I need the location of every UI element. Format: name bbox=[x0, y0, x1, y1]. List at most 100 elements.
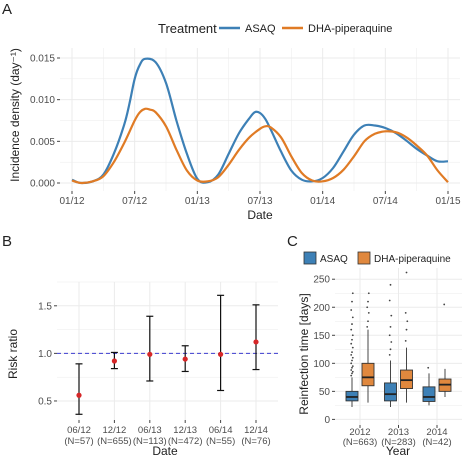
x-tick-label-a: 01/15 bbox=[435, 196, 460, 207]
outlier-point bbox=[350, 342, 353, 345]
risk-ratio-point bbox=[111, 358, 117, 364]
x-tick-label-b-n: (N=655) bbox=[97, 436, 132, 447]
outlier-point bbox=[388, 299, 391, 302]
legend-a-asaq-label: ASAQ bbox=[245, 23, 276, 35]
legend-c-asaq-swatch bbox=[303, 251, 317, 265]
panel-label-a: A bbox=[2, 1, 12, 18]
y-tick-label-a: 0.005 bbox=[30, 137, 55, 148]
y-tick-label-a: 0.000 bbox=[30, 179, 55, 190]
outlier-point bbox=[350, 374, 353, 377]
outlier-point bbox=[366, 325, 369, 328]
y-tick-label-a: 0.015 bbox=[30, 54, 55, 65]
outlier-point bbox=[351, 372, 353, 375]
outlier-point bbox=[351, 338, 353, 341]
x-tick-label-b: 12/12 bbox=[103, 425, 127, 436]
legend-c-dha-label: DHA-piperaquine bbox=[374, 254, 451, 265]
legend-c-dha-swatch bbox=[357, 251, 371, 265]
outlier-point bbox=[390, 341, 393, 343]
panel-a-incidence-chart: Treatment ASAQ DHA-piperaquine 0.000 0.00… bbox=[8, 21, 461, 222]
outlier-point bbox=[388, 354, 391, 356]
outlier-point bbox=[350, 354, 353, 356]
y-tick-label-c: 200 bbox=[313, 303, 330, 314]
outlier-point bbox=[367, 292, 370, 295]
y-tick-label-c: 50 bbox=[319, 387, 331, 398]
x-tick-label-a: 07/12 bbox=[122, 196, 147, 207]
outlier-point bbox=[405, 328, 408, 331]
outlier-point bbox=[390, 314, 393, 317]
outlier-point bbox=[350, 369, 353, 371]
risk-ratio-point bbox=[253, 339, 259, 345]
x-tick-label-a: 07/14 bbox=[373, 196, 398, 207]
outlier-point bbox=[351, 366, 353, 369]
outlier-point bbox=[405, 271, 408, 274]
chart-a-ylabel: Incidence density (day⁻¹) bbox=[8, 48, 22, 182]
series-line-dha-piperaquine bbox=[71, 107, 449, 185]
y-tick-label-c: 100 bbox=[313, 359, 330, 370]
x-tick-label-b: 12/14 bbox=[244, 425, 268, 436]
outlier-point bbox=[406, 320, 409, 323]
risk-ratio-point bbox=[182, 356, 188, 362]
y-tick-label-c: 250 bbox=[313, 275, 330, 286]
outlier-point bbox=[388, 334, 391, 337]
x-tick-label-a: 07/13 bbox=[247, 196, 272, 207]
outlier-point bbox=[367, 311, 370, 314]
box bbox=[422, 386, 436, 402]
chart-c-xlabel: Year bbox=[386, 444, 410, 458]
y-tick-label-a: 0.010 bbox=[30, 95, 55, 106]
outlier-point bbox=[389, 348, 392, 351]
x-tick-label-c-n: (N=663) bbox=[343, 437, 378, 448]
outlier-point bbox=[351, 334, 354, 337]
outlier-point bbox=[404, 311, 407, 314]
x-tick-label-b: 06/12 bbox=[67, 425, 91, 436]
risk-ratio-point bbox=[76, 392, 82, 398]
outlier-point bbox=[404, 339, 407, 342]
chart-b-ylabel: Risk ratio bbox=[6, 329, 20, 379]
outlier-point bbox=[350, 328, 353, 331]
x-tick-label-c-n: (N=42) bbox=[422, 437, 451, 448]
outlier-point bbox=[351, 365, 354, 368]
outlier-point bbox=[351, 356, 354, 359]
outlier-point bbox=[351, 323, 353, 325]
box bbox=[361, 362, 375, 387]
plot-b-background bbox=[57, 282, 278, 420]
x-tick-label-b: 06/13 bbox=[138, 425, 162, 436]
outlier-point bbox=[351, 292, 354, 295]
panel-c-reinfection-boxplot: ASAQ DHA-piperaquine 0 50 100 150 200 250 2012… bbox=[297, 251, 462, 458]
x-tick-label-b-n: (N=55) bbox=[206, 436, 235, 447]
outlier-point bbox=[351, 316, 354, 319]
x-tick-label-c: 2013 bbox=[388, 427, 409, 438]
panel-b-risk-ratio-chart: 0.51.01.506/12(N=57)12/12(N=655)06/13(N=… bbox=[6, 281, 278, 458]
x-tick-label-c-n: (N=283) bbox=[381, 437, 416, 448]
x-tick-label-c: 2014 bbox=[426, 427, 447, 438]
outlier-point bbox=[351, 300, 353, 303]
x-tick-label-b-n: (N=76) bbox=[241, 436, 270, 447]
y-tick-label-b: 1.0 bbox=[38, 349, 52, 360]
x-tick-label-c: 2012 bbox=[349, 427, 370, 438]
x-tick-label-b-n: (N=472) bbox=[168, 436, 203, 447]
legend-c-asaq-label: ASAQ bbox=[320, 254, 348, 265]
outlier-point bbox=[367, 320, 369, 323]
outlier-point bbox=[427, 366, 430, 369]
outlier-point bbox=[389, 283, 392, 286]
box bbox=[384, 382, 397, 402]
outlier-point bbox=[367, 300, 369, 303]
outlier-point bbox=[350, 362, 353, 365]
chart-a-xlabel: Date bbox=[247, 208, 273, 222]
outlier-point bbox=[351, 370, 354, 373]
y-tick-label-c: 150 bbox=[313, 331, 330, 342]
x-tick-label-b: 06/14 bbox=[209, 425, 233, 436]
x-tick-label-b: 12/13 bbox=[173, 425, 197, 436]
y-tick-label-b: 1.5 bbox=[38, 301, 52, 312]
outlier-point bbox=[389, 325, 392, 328]
legend-a-title: Treatment bbox=[158, 21, 217, 36]
outlier-point bbox=[351, 346, 354, 349]
risk-ratio-point bbox=[147, 351, 153, 357]
outlier-point bbox=[350, 309, 353, 311]
y-tick-label-c: 0 bbox=[324, 415, 330, 426]
x-tick-label-a: 01/14 bbox=[310, 196, 335, 207]
chart-b-xlabel: Date bbox=[152, 444, 178, 458]
x-tick-label-a: 01/13 bbox=[185, 196, 210, 207]
x-tick-label-a: 01/12 bbox=[59, 196, 84, 207]
series-line-asaq bbox=[71, 57, 449, 185]
